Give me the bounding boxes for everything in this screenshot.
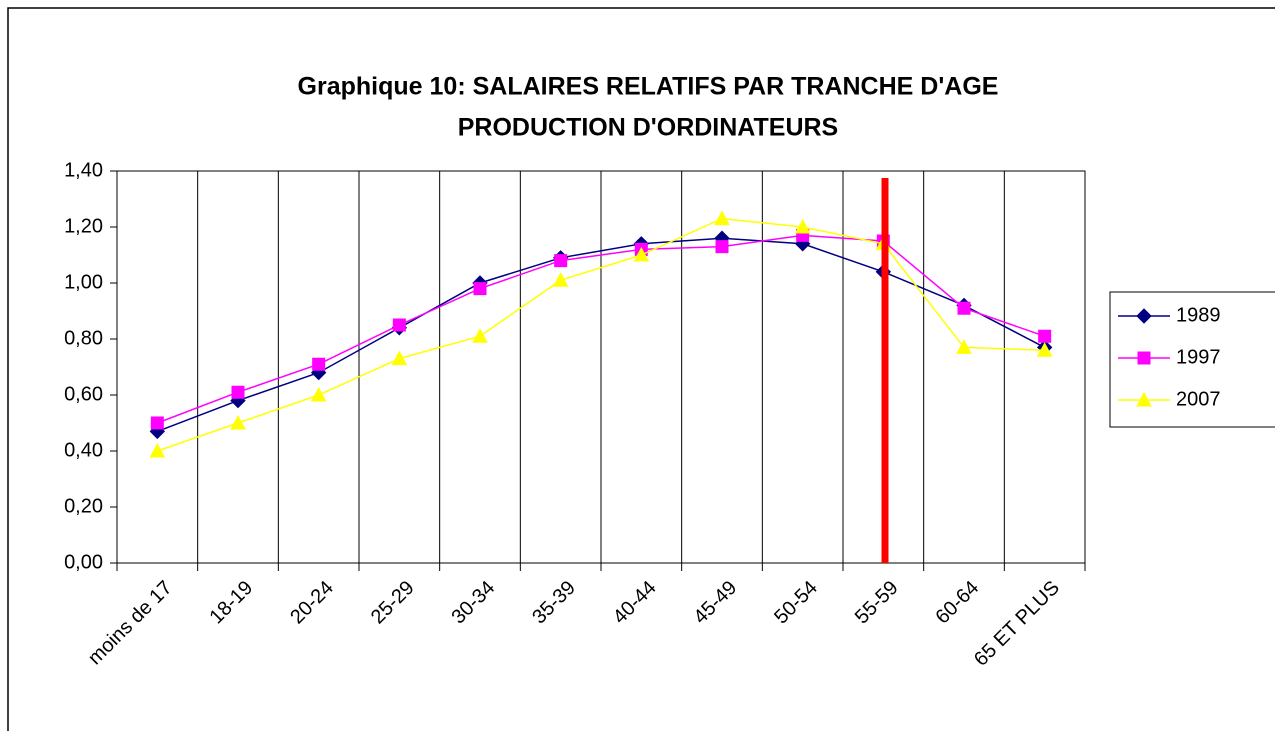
x-tick-label: 18-19 xyxy=(206,577,258,629)
y-tick-label: 1,00 xyxy=(64,271,103,293)
chart-subtitle: PRODUCTION D'ORDINATEURS xyxy=(458,114,838,142)
square-marker xyxy=(957,301,971,315)
y-tick-label: 0,20 xyxy=(64,495,103,517)
square-marker xyxy=(392,318,406,332)
chart-title: Graphique 10: SALAIRES RELATIFS PAR TRAN… xyxy=(298,73,999,101)
chart-frame xyxy=(7,7,1275,731)
triangle-marker xyxy=(472,328,488,343)
triangle-marker xyxy=(714,210,730,226)
x-tick-label: 20-24 xyxy=(286,577,338,629)
square-marker xyxy=(715,240,729,254)
y-tick-label: 1,40 xyxy=(64,159,103,181)
square-marker xyxy=(150,416,164,430)
series-line xyxy=(157,237,1046,433)
triangle-marker xyxy=(149,442,166,458)
diamond-marker xyxy=(1136,308,1152,324)
triangle-marker xyxy=(956,339,972,354)
square-marker xyxy=(473,282,487,296)
legend-label: 1997 xyxy=(1176,346,1221,368)
x-tick-label: moins de 17 xyxy=(84,577,177,670)
triangle-marker xyxy=(794,218,811,234)
x-tick-label: 60-64 xyxy=(932,577,984,629)
triangle-marker xyxy=(391,350,408,366)
y-tick-label: 0,80 xyxy=(64,327,103,349)
square-marker xyxy=(1137,351,1151,365)
x-tick-label: 30-34 xyxy=(448,577,500,629)
triangle-marker xyxy=(552,272,569,287)
x-tick-label: 25-29 xyxy=(367,577,419,629)
y-tick-label: 0,40 xyxy=(64,439,103,461)
series-line xyxy=(157,234,1045,424)
y-tick-label: 1,20 xyxy=(64,215,103,237)
triangle-marker xyxy=(1036,342,1053,357)
y-tick-label: 0,60 xyxy=(64,383,103,405)
square-marker xyxy=(1038,329,1052,343)
x-tick-label: 45-49 xyxy=(690,577,742,629)
x-tick-label: 40-44 xyxy=(609,577,661,629)
triangle-marker xyxy=(1136,391,1152,407)
x-tick-label: 55-59 xyxy=(851,577,903,629)
legend: 1989 1997 2007 xyxy=(1109,291,1275,428)
triangle-marker xyxy=(633,246,650,262)
legend-label: 2007 xyxy=(1176,388,1221,410)
square-marker xyxy=(554,254,568,268)
legend-label: 1989 xyxy=(1176,304,1221,326)
series-line xyxy=(157,217,1045,452)
square-marker xyxy=(312,357,326,371)
y-tick-label: 0,00 xyxy=(64,551,103,573)
x-tick-label: 50-54 xyxy=(770,577,822,629)
x-tick-label: 35-39 xyxy=(528,577,580,629)
square-marker xyxy=(231,385,245,399)
x-tick-label: 65 ET PLUS xyxy=(970,577,1064,671)
grid: 0,00 0,20 0,40 0,60 0,80 1,00 1,20 1,40 moins de… xyxy=(64,159,1086,671)
triangle-marker xyxy=(230,414,246,430)
triangle-marker xyxy=(310,386,327,402)
